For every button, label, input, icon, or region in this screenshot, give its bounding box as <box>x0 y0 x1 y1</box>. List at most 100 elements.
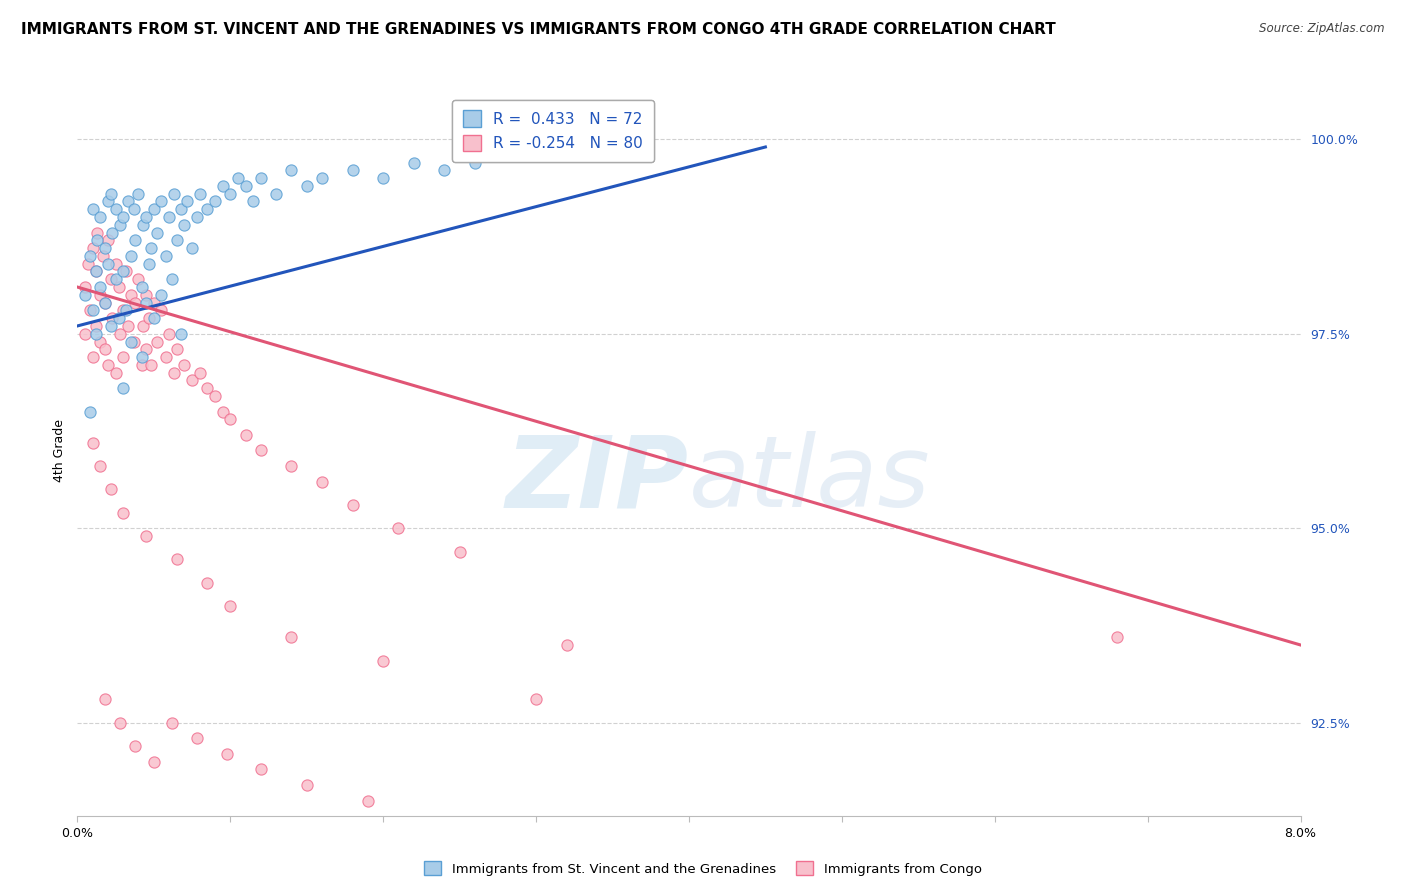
Point <box>112 350 135 364</box>
Point <box>195 575 218 590</box>
Point <box>387 521 409 535</box>
Point <box>104 257 127 271</box>
Point <box>295 778 318 792</box>
Point <box>94 295 117 310</box>
Text: ZIP: ZIP <box>506 431 689 528</box>
Point <box>211 404 233 418</box>
Point <box>117 194 139 209</box>
Point <box>79 404 101 418</box>
Point <box>104 366 127 380</box>
Point <box>91 249 114 263</box>
Y-axis label: 4th Grade: 4th Grade <box>53 419 66 482</box>
Point <box>524 692 547 706</box>
Point <box>94 343 117 357</box>
Point <box>235 428 257 442</box>
Point <box>97 257 120 271</box>
Point <box>173 358 195 372</box>
Text: IMMIGRANTS FROM ST. VINCENT AND THE GRENADINES VS IMMIGRANTS FROM CONGO 4TH GRAD: IMMIGRANTS FROM ST. VINCENT AND THE GREN… <box>21 22 1056 37</box>
Point <box>204 389 226 403</box>
Point <box>84 326 107 341</box>
Point <box>250 171 273 186</box>
Point <box>115 264 138 278</box>
Point <box>124 295 146 310</box>
Point <box>86 233 108 247</box>
Point <box>219 186 242 201</box>
Point <box>195 202 218 217</box>
Point <box>97 194 120 209</box>
Point <box>120 288 142 302</box>
Point <box>142 311 165 326</box>
Point <box>142 202 165 217</box>
Point <box>108 218 131 232</box>
Point <box>124 233 146 247</box>
Point <box>157 326 180 341</box>
Point <box>176 194 198 209</box>
Point <box>100 186 122 201</box>
Point <box>97 233 120 247</box>
Point <box>371 654 394 668</box>
Point <box>82 303 104 318</box>
Point <box>112 506 135 520</box>
Point <box>211 178 233 193</box>
Point <box>89 280 111 294</box>
Point <box>188 186 211 201</box>
Point <box>139 241 162 255</box>
Point <box>264 186 287 201</box>
Point <box>79 303 101 318</box>
Point <box>132 218 155 232</box>
Point <box>250 443 273 458</box>
Point <box>100 272 122 286</box>
Point <box>186 210 208 224</box>
Point <box>226 171 249 186</box>
Point <box>100 483 122 497</box>
Point <box>166 233 188 247</box>
Point <box>357 794 380 808</box>
Point <box>122 202 145 217</box>
Point <box>131 280 153 294</box>
Point <box>219 412 242 426</box>
Point <box>135 529 157 543</box>
Point <box>97 358 120 372</box>
Point <box>157 210 180 224</box>
Point <box>101 226 124 240</box>
Point <box>104 202 127 217</box>
Point <box>124 739 146 753</box>
Point <box>166 552 188 566</box>
Point <box>120 249 142 263</box>
Point <box>135 343 157 357</box>
Point <box>188 366 211 380</box>
Point <box>204 194 226 209</box>
Point <box>107 311 129 326</box>
Point <box>163 366 186 380</box>
Point <box>73 326 96 341</box>
Point <box>94 295 117 310</box>
Point <box>108 715 131 730</box>
Point <box>295 178 318 193</box>
Point <box>342 163 364 178</box>
Point <box>280 163 302 178</box>
Point <box>242 194 264 209</box>
Point <box>89 210 111 224</box>
Point <box>280 630 302 644</box>
Point <box>82 435 104 450</box>
Legend: R =  0.433   N = 72, R = -0.254   N = 80: R = 0.433 N = 72, R = -0.254 N = 80 <box>451 100 654 162</box>
Point <box>77 257 100 271</box>
Point <box>138 257 160 271</box>
Point <box>163 186 186 201</box>
Point <box>132 318 155 333</box>
Point <box>84 264 107 278</box>
Point <box>100 318 122 333</box>
Point <box>433 163 456 178</box>
Point <box>280 458 302 473</box>
Point <box>311 171 333 186</box>
Point <box>142 755 165 769</box>
Point <box>170 202 193 217</box>
Point <box>135 288 157 302</box>
Point <box>138 311 160 326</box>
Point <box>173 218 195 232</box>
Point <box>146 226 169 240</box>
Point <box>181 373 204 387</box>
Point <box>112 381 135 395</box>
Point <box>155 249 177 263</box>
Point <box>555 638 578 652</box>
